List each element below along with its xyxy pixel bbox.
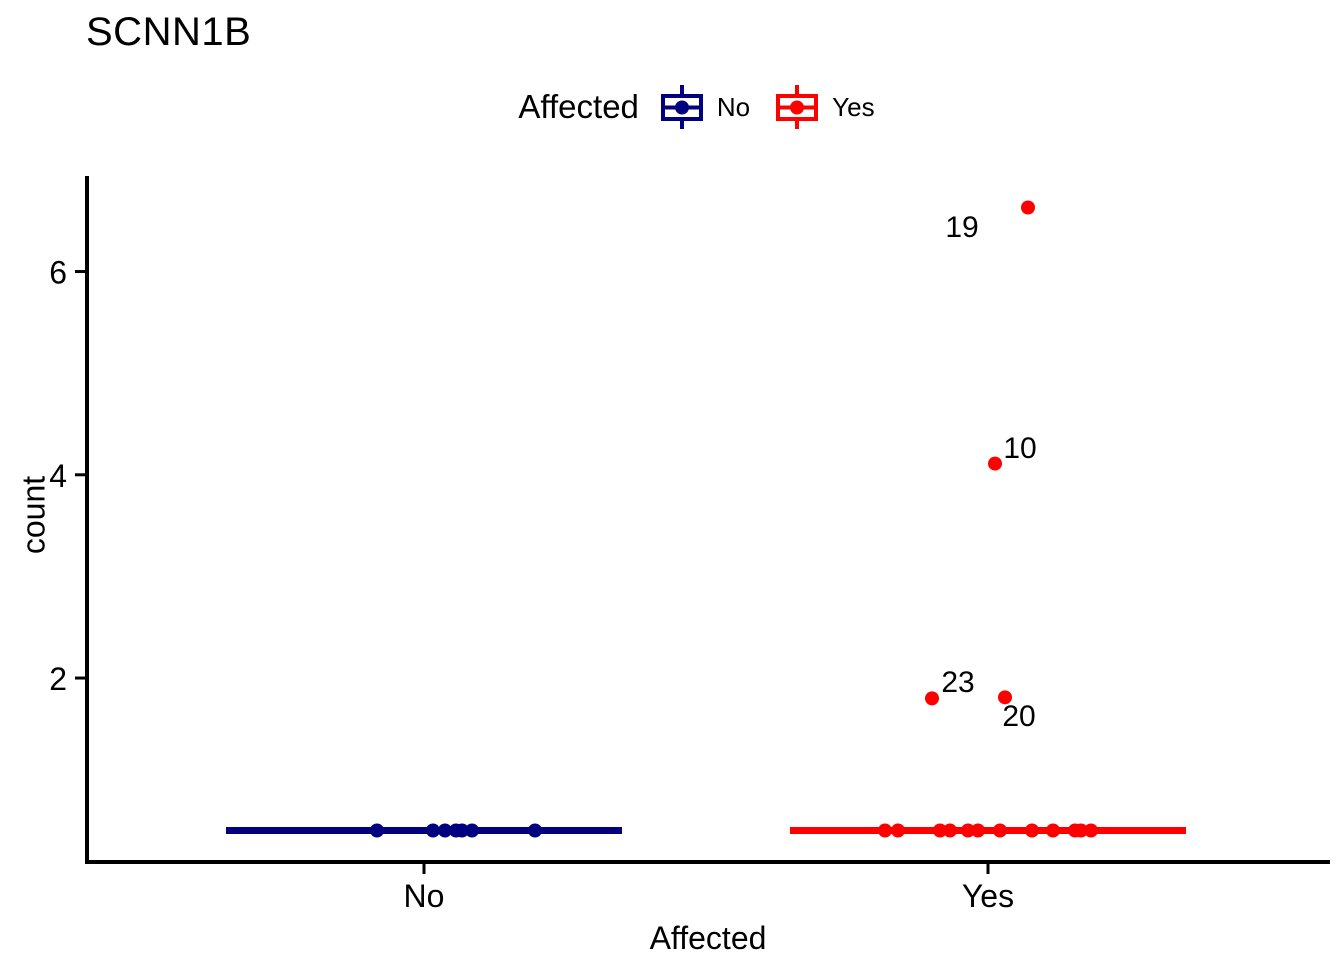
data-point — [891, 823, 905, 838]
data-point — [528, 823, 542, 838]
data-point — [925, 691, 939, 706]
x-tick-label: Yes — [962, 878, 1014, 914]
point-label: 20 — [1002, 700, 1035, 733]
y-axis-title: count — [15, 475, 52, 555]
legend-label-yes: Yes — [832, 91, 875, 122]
data-point — [1046, 823, 1060, 838]
data-point — [998, 690, 1012, 705]
point-label: 10 — [1003, 432, 1036, 465]
legend-title: Affected — [518, 88, 639, 125]
data-point — [878, 823, 892, 838]
point-label: 19 — [945, 211, 978, 244]
boxplot-key-no-icon — [659, 83, 705, 131]
data-point — [370, 823, 384, 838]
data-point — [988, 456, 1002, 471]
legend: Affected No Yes — [87, 80, 1330, 134]
data-point — [993, 823, 1007, 838]
data-point — [943, 823, 957, 838]
y-tick-label: 2 — [49, 661, 67, 697]
x-tick-label: No — [404, 878, 445, 914]
legend-item-no: No — [659, 83, 750, 131]
legend-label-no: No — [716, 91, 751, 122]
data-point — [426, 823, 440, 838]
boxplot-key-yes-icon — [774, 83, 820, 131]
data-point — [455, 823, 469, 838]
data-point — [465, 823, 479, 838]
chart-title: SCNN1B — [86, 10, 252, 54]
data-point — [438, 823, 452, 838]
y-tick-label: 4 — [49, 458, 67, 494]
point-label: 23 — [941, 666, 974, 699]
data-point — [1021, 200, 1035, 215]
x-axis-title: Affected — [649, 920, 767, 956]
data-point — [1084, 823, 1098, 838]
data-point — [933, 823, 947, 838]
legend-item-yes: Yes — [774, 83, 875, 131]
data-point — [1025, 823, 1039, 838]
data-point — [1074, 823, 1088, 838]
data-point — [961, 823, 975, 838]
y-tick-label: 6 — [49, 255, 67, 291]
data-point — [971, 823, 985, 838]
